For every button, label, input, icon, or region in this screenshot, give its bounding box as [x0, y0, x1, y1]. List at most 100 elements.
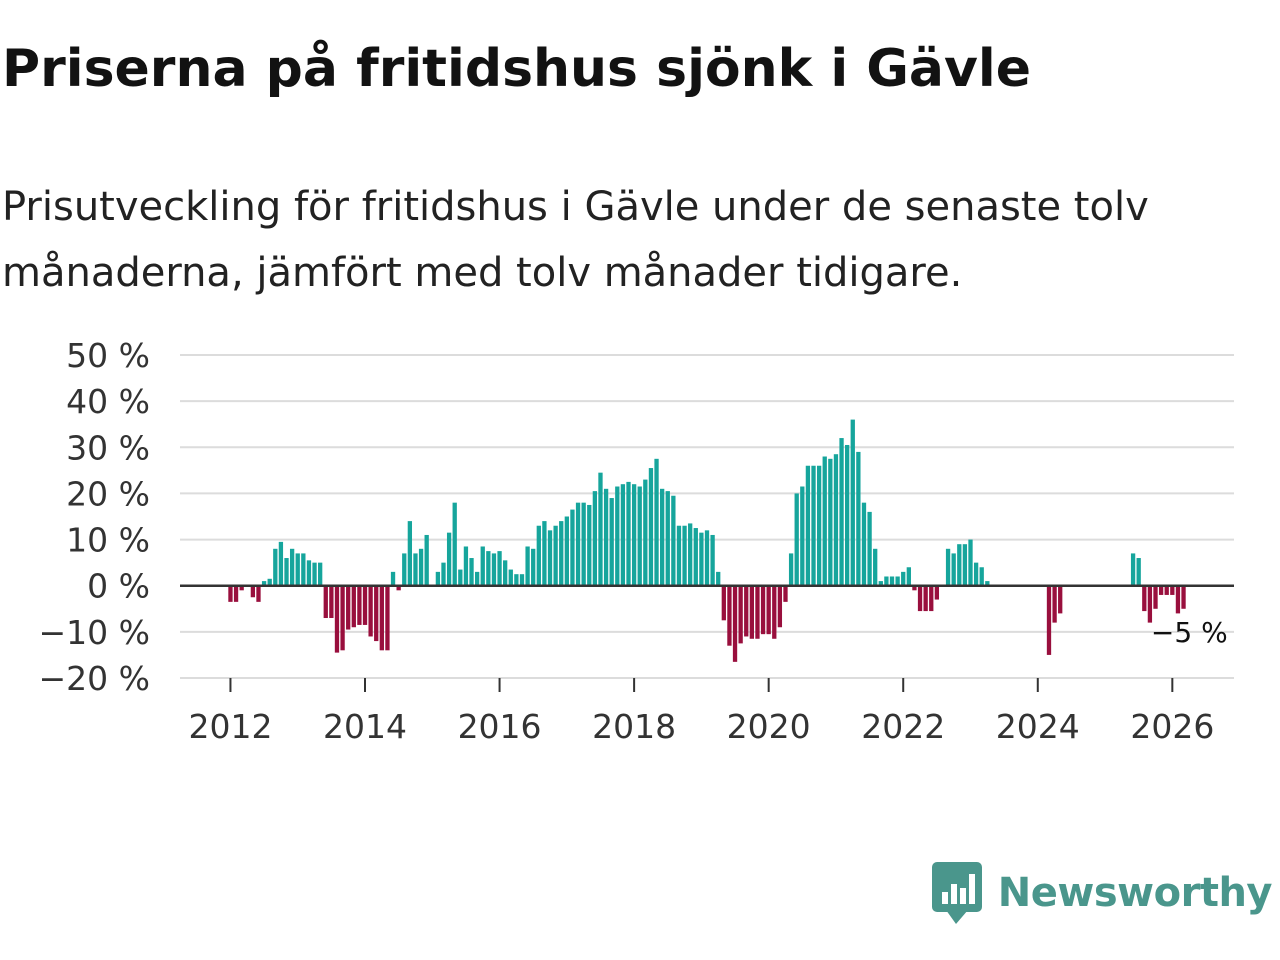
- bar: [833, 454, 839, 586]
- y-tick-label: 0 %: [87, 567, 150, 606]
- bar: [1142, 585, 1147, 612]
- bar: [973, 562, 979, 586]
- bar: [828, 458, 833, 586]
- bar: [575, 502, 581, 586]
- bar: [1052, 585, 1057, 623]
- bar: [267, 578, 272, 586]
- bar: [985, 581, 990, 586]
- bar: [845, 444, 850, 586]
- bar: [1147, 585, 1153, 623]
- bar: [783, 585, 788, 602]
- bar: [962, 544, 968, 586]
- bar: [620, 484, 626, 586]
- bar: [497, 551, 502, 586]
- bar: [979, 567, 984, 586]
- bar: [346, 585, 351, 630]
- bar: [648, 468, 654, 586]
- bar: [284, 558, 289, 586]
- bar: [402, 553, 407, 586]
- bar: [901, 571, 906, 586]
- bars: [228, 419, 1186, 662]
- bar: [362, 585, 368, 625]
- bar: [873, 548, 878, 586]
- bar: [794, 493, 799, 586]
- bar: [895, 576, 900, 586]
- bar: [811, 465, 816, 586]
- bar: [760, 585, 766, 635]
- bar: [278, 541, 284, 586]
- bar: [800, 486, 805, 586]
- bar: [413, 553, 418, 586]
- bar: [301, 553, 306, 586]
- bar: [385, 585, 390, 651]
- annotation: −5 %: [1151, 616, 1228, 649]
- bar: [559, 521, 564, 586]
- bar: [486, 551, 491, 586]
- bar: [542, 521, 547, 586]
- newsworthy-logo-icon: [931, 862, 982, 924]
- bar: [323, 585, 328, 619]
- bar: [631, 484, 637, 586]
- bar: [699, 532, 704, 586]
- bar: [732, 585, 738, 662]
- bar: [968, 539, 973, 586]
- bar: [441, 562, 446, 586]
- bar: [660, 488, 665, 586]
- bar: [1181, 585, 1186, 609]
- bar: [912, 585, 917, 591]
- bar-chart: 50 %40 %30 %20 %10 %0 %−10 %−20 % 2012 20…: [39, 336, 1234, 746]
- x-tick-label: 2016: [458, 707, 542, 746]
- bar: [514, 574, 519, 586]
- bar: [547, 530, 553, 586]
- bar: [519, 574, 525, 586]
- bar: [682, 525, 687, 586]
- bar: [525, 546, 530, 586]
- bar: [637, 486, 642, 586]
- bar: [688, 523, 693, 586]
- x-axis: 2012 2014 2016 2018 2020 2022 2024 2026: [188, 678, 1214, 746]
- bar: [491, 553, 497, 586]
- bar: [435, 571, 441, 586]
- bar: [1130, 553, 1136, 586]
- bar: [536, 525, 541, 586]
- brand: Newsworthy: [931, 862, 1273, 924]
- bar: [1170, 585, 1175, 595]
- bar: [929, 585, 934, 612]
- bar: [368, 585, 373, 637]
- bar: [822, 456, 827, 586]
- bar: [749, 585, 754, 639]
- bar: [609, 498, 614, 586]
- x-tick-label: 2022: [861, 707, 945, 746]
- bar: [474, 571, 480, 586]
- bar: [727, 585, 732, 646]
- y-tick-label: 40 %: [66, 382, 150, 421]
- bar: [379, 585, 384, 651]
- bar: [424, 534, 429, 586]
- bar: [250, 585, 256, 598]
- bar: [564, 516, 569, 586]
- bar: [553, 525, 558, 586]
- bar: [766, 585, 771, 635]
- bar: [626, 481, 631, 586]
- bar: [340, 585, 345, 651]
- bar: [1175, 585, 1181, 614]
- bar: [934, 585, 940, 600]
- bar: [508, 569, 513, 586]
- bar: [957, 544, 962, 586]
- bar: [390, 571, 396, 586]
- bar: [693, 528, 698, 586]
- bar: [469, 558, 474, 586]
- bar: [357, 585, 362, 625]
- bar: [704, 530, 710, 586]
- bar: [721, 585, 726, 621]
- y-tick-label: 30 %: [66, 428, 150, 467]
- bar: [396, 585, 401, 591]
- bar: [788, 553, 794, 586]
- bar: [923, 585, 928, 612]
- y-tick-label: −20 %: [39, 659, 151, 698]
- y-tick-label: 50 %: [66, 336, 150, 375]
- bar: [458, 569, 463, 586]
- bar: [850, 419, 855, 586]
- bar: [1046, 585, 1052, 655]
- bar: [289, 548, 295, 586]
